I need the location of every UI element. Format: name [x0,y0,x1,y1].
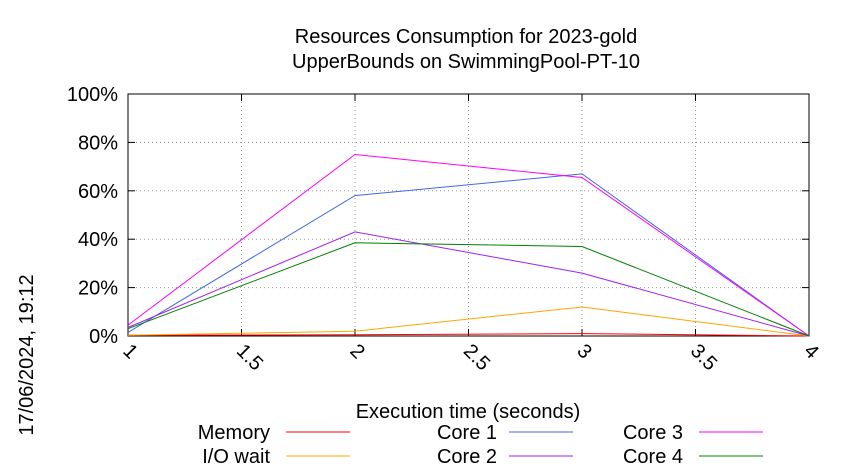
x-tick-label: 3 [572,340,595,363]
series-lines [127,153,810,337]
chart-subtitle: UpperBounds on SwimmingPool-PT-10 [292,51,640,73]
x-tick-label: 2.5 [459,340,494,375]
x-tick-label: 3.5 [686,340,721,375]
legend-label: Core 2 [437,446,497,468]
y-tick-label: 100% [67,84,118,106]
series-line-core-4 [127,242,810,337]
y-tick-label: 0% [89,326,118,348]
series-line-core-3 [127,153,810,337]
grid [128,94,809,336]
y-tick-label: 60% [78,181,118,203]
y-tick-label: 80% [78,132,118,154]
x-tick-label: 1 [118,340,141,363]
x-ticks: 1 1.5 2 2.5 3 3.5 4 [118,94,823,375]
y-tick-label: 40% [78,229,118,251]
legend-label: Memory [198,422,270,444]
legend-label: Core 3 [623,422,683,444]
legend-label: I/O wait [202,446,270,468]
legend-label: Core 1 [437,422,497,444]
series-line-i-o-wait [127,306,810,337]
series-line-memory [127,333,810,337]
x-axis-label: Execution time (seconds) [356,401,581,423]
timestamp-label: 17/06/2024, 19:12 [16,274,38,435]
y-tick-label: 20% [78,278,118,300]
x-tick-label: 2 [345,340,368,363]
legend-label: Core 4 [623,446,683,468]
series-line-core-1 [127,173,810,337]
y-ticks: 0% 20% 40% 60% 80% 100% [67,84,809,348]
chart-title: Resources Consumption for 2023-gold [295,26,637,48]
x-tick-label: 1.5 [232,340,267,375]
x-tick-label: 4 [799,340,822,363]
series-line-core-2 [127,231,810,337]
